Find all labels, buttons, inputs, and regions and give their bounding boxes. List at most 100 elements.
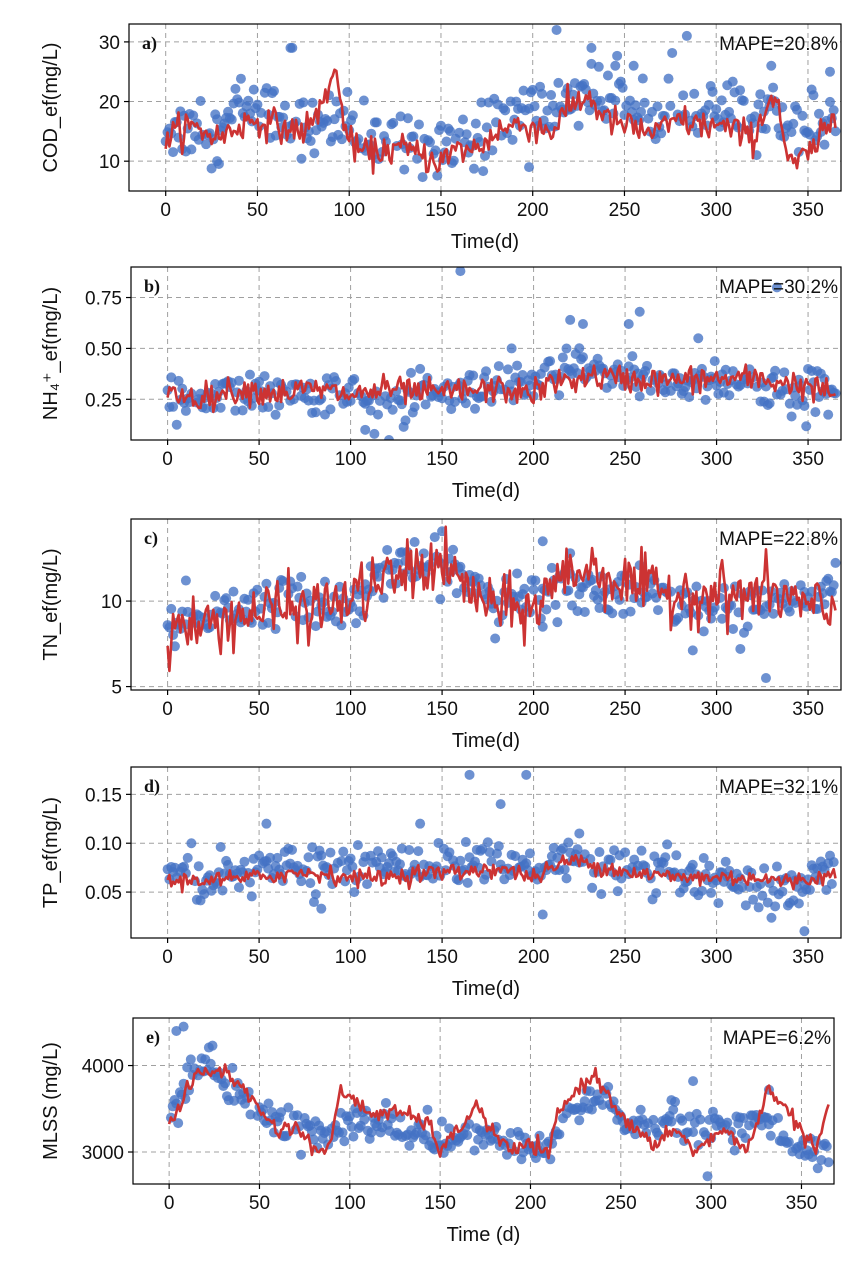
observed-point [651, 888, 662, 899]
observed-point [408, 131, 419, 142]
observed-point [310, 407, 321, 418]
observed-point [759, 863, 770, 874]
observed-point [182, 852, 193, 863]
x-tick-label: 350 [792, 449, 824, 470]
observed-point [460, 837, 471, 848]
y-axis-label: TP_ef(mg/L) [40, 797, 62, 908]
observed-point [631, 381, 642, 392]
observed-point [195, 96, 206, 107]
x-axis-label: Time(d) [452, 978, 520, 1000]
observed-point [215, 842, 226, 853]
observed-point [470, 118, 481, 129]
observed-point [413, 846, 424, 857]
observed-point [404, 1140, 415, 1151]
observed-point [749, 111, 760, 122]
observed-point [687, 859, 698, 870]
observed-point [278, 112, 289, 123]
observed-point [561, 343, 572, 354]
observed-point [636, 845, 647, 856]
observed-point [193, 861, 204, 872]
x-tick-label: 150 [425, 200, 457, 221]
x-tick-label: 0 [160, 200, 171, 221]
observed-point [502, 364, 513, 375]
observed-point [821, 1141, 832, 1152]
observed-point [279, 100, 290, 111]
observed-point [495, 799, 506, 810]
observed-point [180, 575, 191, 586]
observed-point [441, 136, 452, 147]
observed-point [310, 621, 321, 632]
observed-point [812, 1163, 823, 1174]
x-tick-label: 100 [335, 947, 367, 968]
observed-point [349, 887, 360, 898]
panel-c: 0 50 100 150 200 250 300 350 5 10 Time(d) TN_ef(mg/… [40, 518, 842, 752]
observed-point [623, 318, 634, 329]
x-tick-label: 250 [609, 200, 641, 221]
observed-point [512, 568, 523, 579]
observed-point [703, 99, 714, 110]
plot-area [165, 1021, 834, 1182]
observed-point [634, 391, 645, 402]
observed-point [432, 170, 443, 181]
observed-point [469, 1145, 480, 1156]
observed-point [771, 282, 782, 293]
observed-point [819, 139, 830, 150]
x-tick-label: 200 [518, 449, 550, 470]
y-tick-label: 0.05 [85, 883, 122, 904]
observed-point [635, 1104, 646, 1115]
observed-point [830, 126, 841, 137]
observed-point [276, 1107, 287, 1118]
observed-point [444, 1123, 455, 1134]
observed-point [737, 882, 748, 893]
observed-point [263, 617, 274, 628]
observed-point [338, 846, 349, 857]
x-tick-label: 350 [792, 200, 824, 221]
x-tick-label: 250 [609, 449, 641, 470]
observed-point [482, 837, 493, 848]
observed-point [687, 645, 698, 656]
observed-point [212, 156, 223, 167]
observed-point [753, 99, 764, 110]
observed-point [405, 367, 416, 378]
y-axis-label: NH₄⁺_ef(mg/L) [40, 287, 62, 420]
y-tick-label: 0.75 [85, 289, 122, 310]
observed-point [550, 599, 561, 610]
observed-point [738, 95, 749, 106]
observed-point [491, 848, 502, 859]
mape-annotation: MAPE=20.8% [719, 34, 838, 55]
predicted-line [164, 68, 837, 175]
observed-point [524, 848, 535, 859]
observed-point [336, 134, 347, 145]
observed-point [237, 405, 248, 416]
observed-point [305, 136, 316, 147]
observed-point [625, 606, 636, 617]
observed-point [404, 844, 415, 855]
x-tick-label: 50 [249, 1193, 270, 1214]
observed-point [468, 370, 479, 381]
x-tick-label: 50 [249, 947, 270, 968]
observed-point [557, 352, 568, 363]
observed-point [828, 857, 839, 868]
observed-point [384, 435, 395, 440]
observed-point [546, 562, 557, 573]
observed-point [359, 1114, 370, 1125]
observed-point [688, 1076, 699, 1087]
x-tick-label: 250 [609, 947, 641, 968]
observed-point [171, 419, 182, 430]
observed-point [602, 70, 613, 81]
observed-point [728, 366, 739, 377]
observed-point [702, 1171, 713, 1182]
predicted-line [167, 1063, 830, 1160]
observed-point [303, 852, 314, 863]
panel-d: 0 50 100 150 200 250 300 350 0.05 0.10 0.15 Time(d)… [40, 766, 842, 1000]
observed-point [760, 381, 771, 392]
observed-point [666, 1116, 677, 1127]
observed-point [230, 83, 241, 94]
observed-point [594, 847, 605, 858]
observed-point [652, 101, 663, 112]
observed-point [770, 901, 781, 912]
observed-point [689, 88, 700, 99]
observed-point [429, 532, 440, 543]
observed-point [590, 585, 601, 596]
observed-point [804, 884, 815, 895]
